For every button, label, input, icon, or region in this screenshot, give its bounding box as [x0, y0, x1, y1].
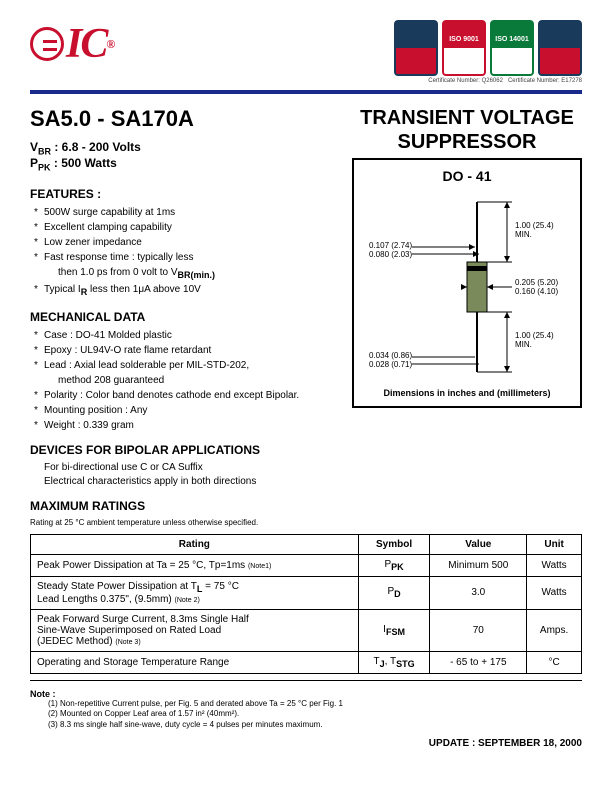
mech-item: Weight : 0.339 gram [30, 418, 340, 433]
cert-ukas-icon [394, 20, 438, 76]
cell-value: 3.0 [430, 576, 527, 609]
features-list: 500W surge capability at 1ms Excellent c… [30, 205, 340, 300]
mech-item: Polarity : Color band denotes cathode en… [30, 388, 340, 403]
key-specs: VBR : 6.8 - 200 Volts PPK : 500 Watts [30, 140, 340, 173]
mech-item: Lead : Axial lead solderable per MIL-STD… [30, 358, 340, 373]
note-item: (3) 8.3 ms single half sine-wave, duty c… [48, 720, 582, 730]
cell-unit: °C [527, 651, 582, 673]
bipolar-heading: DEVICES FOR BIPOLAR APPLICATIONS [30, 443, 582, 457]
package-diagram: DO - 41 1.00 (25.4) MIN. [352, 158, 582, 408]
main-content: SA5.0 - SA170A VBR : 6.8 - 200 Volts PPK… [30, 106, 582, 433]
svg-text:MIN.: MIN. [515, 230, 532, 239]
table-header-row: Rating Symbol Value Unit [31, 534, 582, 554]
product-title: TRANSIENT VOLTAGE SUPPRESSOR [352, 106, 582, 154]
col-unit: Unit [527, 534, 582, 554]
cell-rating: Peak Forward Surge Current, 8.3ms Single… [31, 609, 359, 651]
feature-item: 500W surge capability at 1ms [30, 205, 340, 220]
cert-iso9001-label: ISO 9001 [449, 36, 479, 43]
do41-diagram-icon: 1.00 (25.4) MIN. 0.107 (2.74) 0.080 (2.0… [367, 192, 567, 382]
header: IC® ISO 9001 ISO 14001 Certificate Numbe… [30, 20, 582, 84]
notes-heading: Note : [30, 689, 582, 699]
cell-rating: Peak Power Dissipation at Ta = 25 °C, Tp… [31, 554, 359, 576]
table-row: Peak Power Dissipation at Ta = 25 °C, Tp… [31, 554, 582, 576]
cell-value: - 65 to + 175 [430, 651, 527, 673]
mech-heading: MECHANICAL DATA [30, 310, 340, 324]
notes-rule [30, 680, 582, 681]
logo-e-icon [30, 27, 64, 61]
cell-rating: Steady State Power Dissipation at TL = 7… [31, 576, 359, 609]
feature-item: Excellent clamping capability [30, 220, 340, 235]
table-row: Operating and Storage Temperature Range … [31, 651, 582, 673]
diagram-caption: Dimensions in inches and (millimeters) [362, 388, 572, 398]
col-rating: Rating [31, 534, 359, 554]
logo-reg: ® [106, 37, 113, 52]
col-symbol: Symbol [358, 534, 430, 554]
update-date: UPDATE : SEPTEMBER 18, 2000 [30, 738, 582, 749]
cert-caption: Certificate Number: Q26062 Certificate N… [394, 78, 582, 84]
max-ratings-note: Rating at 25 °C ambient temperature unle… [30, 517, 582, 528]
max-ratings-heading: MAXIMUM RATINGS [30, 499, 582, 513]
cell-value: 70 [430, 609, 527, 651]
svg-text:0.028 (0.71): 0.028 (0.71) [369, 360, 412, 369]
package-name: DO - 41 [362, 168, 572, 184]
right-column: TRANSIENT VOLTAGE SUPPRESSOR DO - 41 1.0… [352, 106, 582, 433]
features-heading: FEATURES : [30, 187, 340, 201]
cert-ukas2-icon [538, 20, 582, 76]
cell-symbol: PD [358, 576, 430, 609]
feature-item: then 1.0 ps from 0 volt to VBR(min.) [30, 265, 340, 283]
cell-symbol: PPK [358, 554, 430, 576]
note-item: (1) Non-repetitive Current pulse, per Fi… [48, 699, 582, 709]
svg-text:0.205 (5.20): 0.205 (5.20) [515, 278, 558, 287]
svg-text:0.034 (0.86): 0.034 (0.86) [369, 351, 412, 360]
cell-value: Minimum 500 [430, 554, 527, 576]
part-range: SA5.0 - SA170A [30, 106, 340, 132]
logo-text: IC [66, 20, 106, 68]
bipolar-text1: For bi-directional use C or CA Suffix [30, 461, 582, 475]
cell-symbol: IFSM [358, 609, 430, 651]
mech-item: Epoxy : UL94V-O rate flame retardant [30, 343, 340, 358]
cell-unit: Watts [527, 576, 582, 609]
mech-item: Case : DO-41 Molded plastic [30, 328, 340, 343]
svg-text:0.107 (2.74): 0.107 (2.74) [369, 241, 412, 250]
feature-item: Fast response time : typically less [30, 250, 340, 265]
col-value: Value [430, 534, 527, 554]
cell-symbol: TJ, TSTG [358, 651, 430, 673]
cert-block: ISO 9001 ISO 14001 Certificate Number: Q… [394, 20, 582, 84]
feature-item: Low zener impedance [30, 235, 340, 250]
svg-text:1.00 (25.4): 1.00 (25.4) [515, 331, 554, 340]
cell-unit: Watts [527, 554, 582, 576]
table-row: Steady State Power Dissipation at TL = 7… [31, 576, 582, 609]
logo: IC® [30, 20, 113, 68]
note-item: (2) Mounted on Copper Leaf area of 1.57 … [48, 709, 582, 719]
cell-rating: Operating and Storage Temperature Range [31, 651, 359, 673]
svg-text:0.080 (2.03): 0.080 (2.03) [369, 250, 412, 259]
cert-iso14001-label: ISO 14001 [495, 36, 528, 43]
svg-text:MIN.: MIN. [515, 340, 532, 349]
cell-unit: Amps. [527, 609, 582, 651]
cert-iso9001-icon: ISO 9001 [442, 20, 486, 76]
notes-section: Note : (1) Non-repetitive Current pulse,… [30, 689, 582, 730]
feature-item: Typical IR less then 1μA above 10V [30, 282, 340, 300]
table-row: Peak Forward Surge Current, 8.3ms Single… [31, 609, 582, 651]
header-rule [30, 90, 582, 94]
bipolar-text2: Electrical characteristics apply in both… [30, 475, 582, 489]
mech-item: Mounting position : Any [30, 403, 340, 418]
ratings-table: Rating Symbol Value Unit Peak Power Diss… [30, 534, 582, 674]
svg-text:0.160 (4.10): 0.160 (4.10) [515, 287, 558, 296]
mech-list: Case : DO-41 Molded plastic Epoxy : UL94… [30, 328, 340, 433]
cert-iso14001-icon: ISO 14001 [490, 20, 534, 76]
mech-item: method 208 guaranteed [30, 373, 340, 388]
left-column: SA5.0 - SA170A VBR : 6.8 - 200 Volts PPK… [30, 106, 340, 433]
svg-text:1.00 (25.4): 1.00 (25.4) [515, 221, 554, 230]
